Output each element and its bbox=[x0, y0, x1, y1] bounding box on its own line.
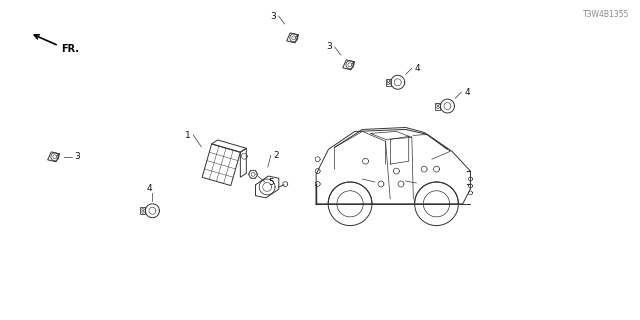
Text: 4: 4 bbox=[415, 64, 420, 73]
Text: FR.: FR. bbox=[61, 44, 79, 54]
Text: 3: 3 bbox=[270, 12, 276, 20]
Text: 3: 3 bbox=[326, 43, 332, 52]
Text: 4: 4 bbox=[465, 88, 470, 97]
Text: 2: 2 bbox=[274, 151, 280, 160]
Bar bbox=[435, 103, 440, 109]
Bar bbox=[386, 79, 391, 86]
Text: T3W4B1355: T3W4B1355 bbox=[582, 10, 629, 19]
Text: 4: 4 bbox=[147, 184, 152, 193]
Text: 3: 3 bbox=[74, 152, 80, 161]
Text: 5: 5 bbox=[268, 178, 274, 187]
Bar bbox=[140, 207, 145, 214]
Text: 1: 1 bbox=[184, 131, 190, 140]
